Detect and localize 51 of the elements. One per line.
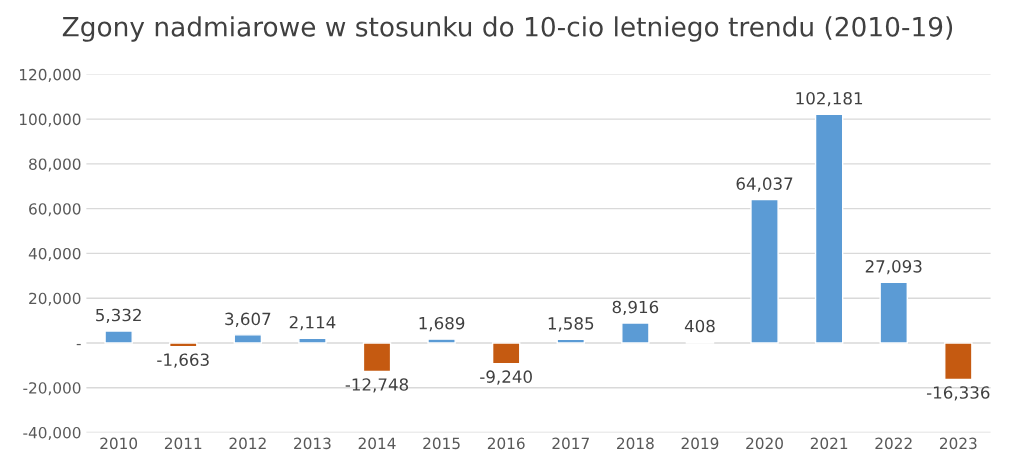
data-label: 1,585 [548, 317, 594, 332]
bar [298, 337, 327, 344]
chart-title: Zgony nadmiarowe w stosunku do 10-cio letniego trendu (2010-19) [62, 16, 953, 42]
y-tick-label: 60,000 [29, 203, 81, 217]
data-label: 2,114 [289, 315, 336, 331]
y-tick-label: -40,000 [23, 426, 81, 441]
x-tick-label: 2017 [552, 437, 589, 450]
bar [944, 342, 973, 381]
x-tick-label: 2018 [617, 437, 654, 450]
x-tick-label: 2021 [810, 437, 848, 450]
y-tick-label: 40,000 [28, 247, 81, 262]
x-tick-label: 2012 [229, 437, 266, 450]
y-tick-label: 20,000 [29, 292, 81, 306]
bar [879, 281, 908, 344]
x-tick-label: 2014 [358, 437, 396, 450]
y-tick-label: 100,000 [20, 113, 81, 127]
data-label: -16,336 [926, 386, 990, 401]
bar [556, 338, 586, 344]
x-tick-label: 2010 [100, 437, 138, 450]
data-label: -9,240 [480, 370, 532, 385]
x-tick-label: 2019 [681, 437, 719, 450]
x-tick-label: 2011 [164, 437, 202, 450]
x-tick-label: 2020 [746, 437, 783, 450]
data-label: 27,093 [865, 260, 922, 275]
data-label: -12,748 [345, 378, 409, 393]
bar [362, 342, 392, 373]
y-tick-label: - [76, 343, 81, 346]
bar [491, 342, 521, 365]
data-label: 408 [684, 319, 715, 333]
x-tick-label: 2016 [487, 437, 525, 450]
x-tick-label: 2023 [939, 437, 977, 450]
data-label: 102,181 [796, 91, 863, 107]
bar [814, 113, 844, 344]
data-label: 3,607 [225, 312, 271, 327]
bar [750, 198, 779, 344]
bar [621, 322, 650, 344]
y-tick-label: -20,000 [23, 382, 81, 396]
data-label: 5,332 [96, 308, 141, 324]
y-tick-label: 120,000 [20, 68, 81, 82]
bar [104, 330, 133, 344]
x-tick-label: 2015 [423, 437, 460, 450]
y-tick-label: 80,000 [29, 158, 81, 172]
data-label: 1,689 [419, 316, 465, 332]
bar [427, 338, 456, 344]
data-label: 64,037 [736, 177, 793, 192]
x-tick-label: 2013 [294, 437, 331, 450]
data-label: -1,663 [157, 353, 209, 368]
bar [233, 334, 263, 344]
bar [168, 342, 198, 348]
x-tick-label: 2022 [875, 437, 912, 450]
data-label: 8,916 [612, 300, 659, 316]
